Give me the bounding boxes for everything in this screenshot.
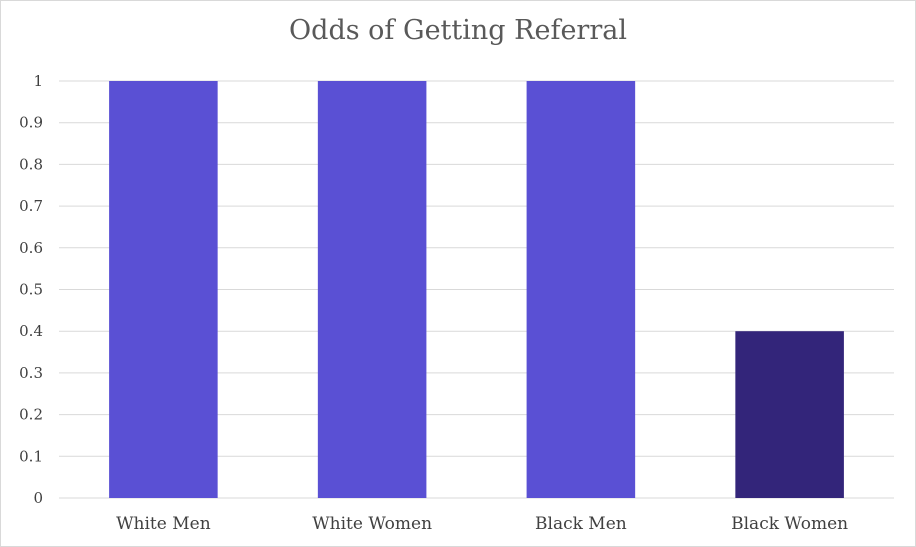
y-tick-label: 0.5	[19, 281, 43, 299]
x-category-label: Black Women	[731, 514, 848, 534]
y-tick-label: 0.4	[19, 322, 43, 340]
y-tick-label: 0.9	[19, 114, 43, 132]
bar-white-women	[317, 81, 427, 498]
x-category-label: White Women	[312, 514, 432, 534]
x-category-label: White Men	[116, 514, 211, 534]
y-tick-label: 0.8	[19, 155, 43, 173]
x-axis-category-labels: White Men White Women Black Men Black Women	[116, 514, 848, 534]
x-category-label: Black Men	[535, 514, 627, 534]
bar-white-men	[109, 81, 218, 498]
y-tick-label: 0.6	[19, 239, 43, 257]
y-tick-label: 0.7	[19, 197, 43, 215]
y-tick-label: 1	[33, 72, 43, 90]
chart-title: Odds of Getting Referral	[289, 15, 627, 46]
y-tick-label: 0.3	[19, 364, 43, 382]
y-tick-label: 0	[33, 489, 43, 507]
y-axis-tick-labels: 0 0.1 0.2 0.3 0.4 0.5 0.6 0.7 0.8 0.9 1	[19, 72, 43, 507]
bars	[109, 81, 844, 498]
bar-black-men	[526, 81, 636, 498]
y-tick-label: 0.2	[19, 406, 43, 424]
bar-black-women	[735, 331, 844, 498]
y-tick-label: 0.1	[19, 447, 43, 465]
